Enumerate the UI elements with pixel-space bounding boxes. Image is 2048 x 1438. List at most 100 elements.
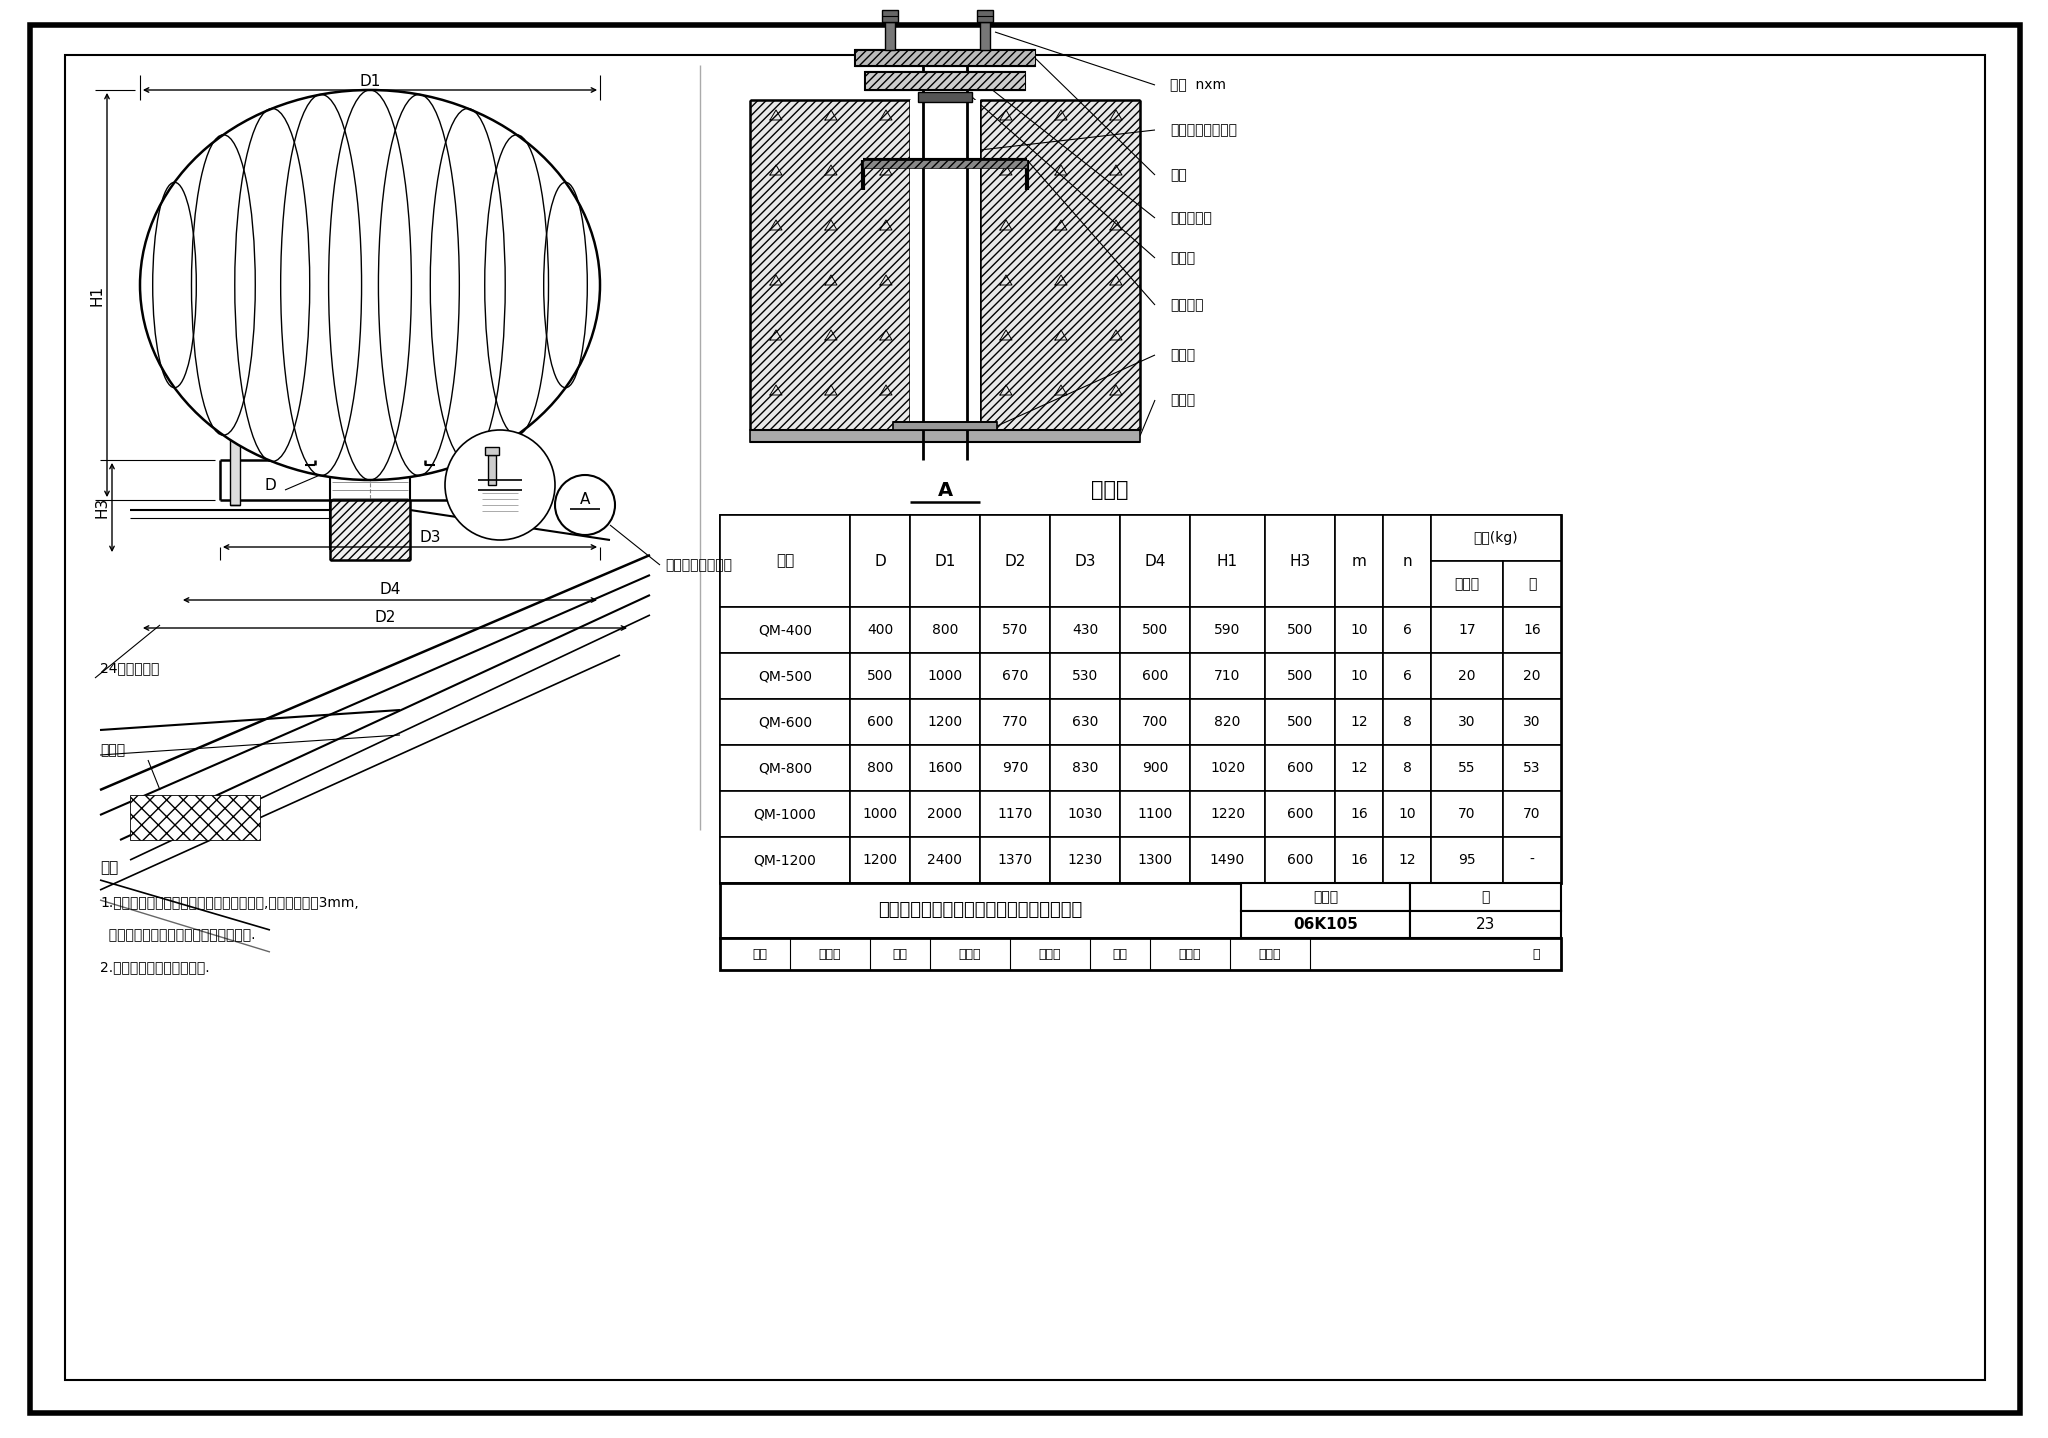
Bar [1432, 515, 1561, 561]
Bar [1382, 791, 1432, 837]
Bar [1503, 745, 1561, 791]
Circle shape [444, 430, 555, 541]
Bar [981, 837, 1051, 883]
Bar [1382, 745, 1432, 791]
Text: 710: 710 [1214, 669, 1241, 683]
Bar [1190, 745, 1266, 791]
Text: 橡胶圈: 橡胶圈 [1169, 252, 1196, 265]
Text: 10: 10 [1350, 623, 1368, 637]
Bar [721, 699, 850, 745]
Bar [1432, 653, 1503, 699]
Text: 旋流通风器: 旋流通风器 [1169, 211, 1212, 224]
Bar [1190, 837, 1266, 883]
Text: 1000: 1000 [928, 669, 963, 683]
Text: 530: 530 [1071, 669, 1098, 683]
Text: QM-800: QM-800 [758, 761, 813, 775]
Text: 1200: 1200 [928, 715, 963, 729]
Bar [1051, 837, 1120, 883]
Text: 12: 12 [1350, 761, 1368, 775]
Bar [1432, 837, 1503, 883]
Bar [1432, 561, 1503, 607]
Text: D3: D3 [1075, 554, 1096, 568]
Bar [850, 653, 909, 699]
Bar [1120, 699, 1190, 745]
Bar [1051, 791, 1120, 837]
Text: 2400: 2400 [928, 853, 963, 867]
Bar [981, 22, 989, 50]
Text: H3: H3 [94, 498, 109, 518]
Bar [721, 837, 850, 883]
Text: 600: 600 [1286, 761, 1313, 775]
Bar [1432, 791, 1503, 837]
Bar [1503, 653, 1561, 699]
Text: 页: 页 [1481, 890, 1489, 903]
Bar [1335, 607, 1382, 653]
Bar [885, 22, 895, 50]
Circle shape [555, 475, 614, 535]
Bar [1335, 699, 1382, 745]
Text: 20: 20 [1458, 669, 1477, 683]
Bar [850, 607, 909, 653]
Text: 12: 12 [1399, 853, 1415, 867]
Bar [1051, 515, 1120, 607]
Text: 23: 23 [1477, 917, 1495, 932]
Bar [909, 837, 981, 883]
Text: 800: 800 [866, 761, 893, 775]
Bar [721, 791, 850, 837]
Bar [1335, 745, 1382, 791]
Text: H1: H1 [1217, 554, 1239, 568]
Text: 10: 10 [1399, 807, 1415, 821]
Text: 95: 95 [1458, 853, 1477, 867]
Bar [229, 430, 240, 505]
Bar [854, 50, 1034, 66]
Text: 1600: 1600 [928, 761, 963, 775]
Bar [1190, 653, 1266, 699]
Bar [1190, 607, 1266, 653]
Text: 1200: 1200 [862, 853, 897, 867]
Text: n: n [1403, 554, 1411, 568]
Bar [850, 837, 909, 883]
Text: 保温层: 保温层 [100, 743, 125, 756]
Text: 800: 800 [932, 623, 958, 637]
Bar [854, 50, 1034, 66]
Text: 900: 900 [1143, 761, 1167, 775]
Bar [1335, 837, 1382, 883]
Text: 55: 55 [1458, 761, 1477, 775]
Bar [981, 515, 1051, 607]
Bar [721, 653, 850, 699]
Text: 1030: 1030 [1067, 807, 1102, 821]
Text: 30: 30 [1458, 715, 1477, 729]
Text: D: D [264, 477, 276, 492]
Bar [1266, 745, 1335, 791]
Text: 防水层: 防水层 [1169, 393, 1196, 407]
Bar [1241, 883, 1409, 910]
Text: D4: D4 [379, 582, 401, 598]
Text: QM-1000: QM-1000 [754, 807, 817, 821]
Bar [909, 699, 981, 745]
Text: 400: 400 [866, 623, 893, 637]
Text: 尺寸表: 尺寸表 [1092, 480, 1128, 500]
Bar [1335, 515, 1382, 607]
Text: 500: 500 [1286, 715, 1313, 729]
Text: D3: D3 [420, 529, 440, 545]
Bar [1503, 837, 1561, 883]
Text: 600: 600 [1143, 669, 1167, 683]
Text: 1490: 1490 [1210, 853, 1245, 867]
Text: 16: 16 [1350, 853, 1368, 867]
Bar [1266, 699, 1335, 745]
Text: 垫圈: 垫圈 [1169, 168, 1186, 183]
Text: -: - [1530, 853, 1534, 867]
Text: 600: 600 [1286, 853, 1313, 867]
Text: 16: 16 [1524, 623, 1540, 637]
Text: 12: 12 [1350, 715, 1368, 729]
Bar [1409, 883, 1561, 910]
Bar [1266, 607, 1335, 653]
Text: 8: 8 [1403, 761, 1411, 775]
Text: 700: 700 [1143, 715, 1167, 729]
Text: QM-1200: QM-1200 [754, 853, 817, 867]
Text: 不锈钢: 不锈钢 [1454, 577, 1479, 591]
Text: 孔隙内填入油腻子: 孔隙内填入油腻子 [1169, 124, 1237, 137]
Bar [1120, 653, 1190, 699]
Bar [918, 92, 973, 102]
Text: 注：: 注： [100, 860, 119, 874]
